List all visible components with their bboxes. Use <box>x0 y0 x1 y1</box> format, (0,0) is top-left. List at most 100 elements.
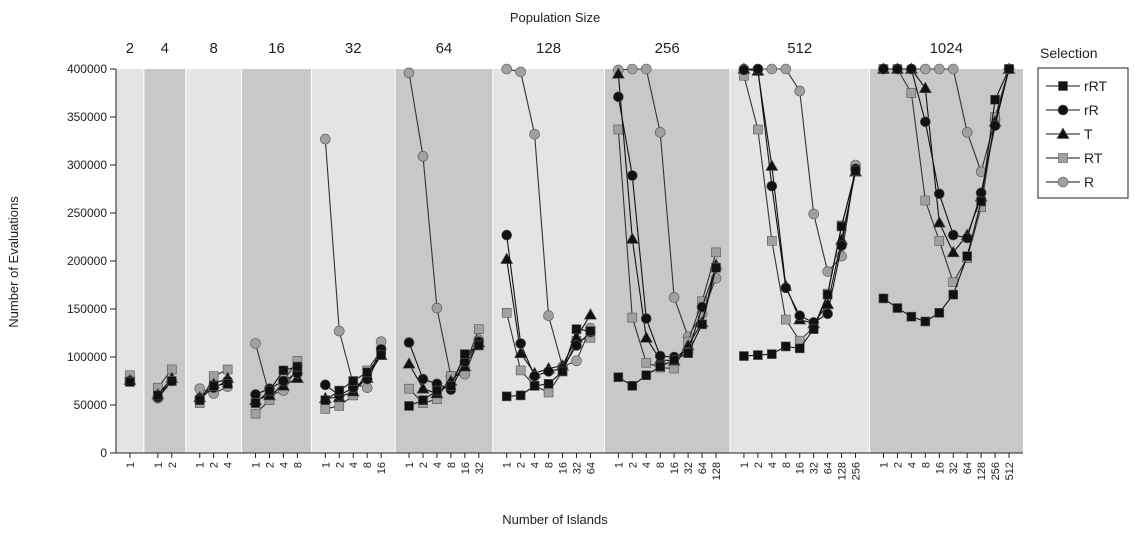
data-point-R <box>543 310 554 322</box>
data-point-RT <box>515 365 526 376</box>
data-point-rRT <box>878 293 889 304</box>
data-point-rR <box>892 63 903 75</box>
panel-bg-512 <box>729 69 870 453</box>
x-tick-label: 32 <box>474 462 486 474</box>
population-label: 2 <box>126 40 134 57</box>
population-label: 4 <box>161 40 169 57</box>
panel-bg-64 <box>395 69 493 453</box>
data-point-rR <box>501 229 513 241</box>
data-point-rRT <box>697 319 707 330</box>
population-label: 512 <box>787 40 812 57</box>
x-tick-label: 64 <box>823 462 835 474</box>
x-tick-label: 1 <box>878 462 890 468</box>
data-point-RT <box>473 324 484 334</box>
data-point-rR <box>613 91 624 103</box>
data-point-R <box>250 338 261 349</box>
data-point-R <box>920 63 931 75</box>
data-point-rR <box>278 375 289 387</box>
data-point-T <box>918 81 932 93</box>
data-point-rR <box>920 116 931 128</box>
data-point-rRT <box>641 370 652 381</box>
data-point-rRT <box>543 379 554 389</box>
x-tick-label: 8 <box>781 462 793 468</box>
data-point-R <box>571 355 582 367</box>
data-point-rR <box>836 240 847 251</box>
x-tick-label: 4 <box>223 462 235 468</box>
x-tick-label: 8 <box>920 462 932 468</box>
x-tick-label: 2 <box>753 462 765 468</box>
data-point-rR <box>571 340 582 351</box>
data-point-rRT <box>780 341 791 352</box>
x-tick-label: 32 <box>809 462 821 474</box>
top-axis-title: Population Size <box>510 10 600 25</box>
x-tick-label: 2 <box>264 462 276 468</box>
data-point-rRT <box>529 380 540 391</box>
data-point-rR <box>543 366 554 377</box>
series-rRT-pop-2 <box>125 377 135 387</box>
legend-item-R: R <box>1046 174 1094 190</box>
data-point-T <box>946 245 960 258</box>
data-point-rRT <box>655 361 666 372</box>
data-point-rRT <box>334 385 345 396</box>
data-point-T <box>583 308 597 320</box>
y-tick-label: 250000 <box>67 206 107 220</box>
data-point-RT <box>501 308 512 318</box>
series-line-rR <box>883 68 1010 239</box>
data-point-rRT <box>376 350 386 360</box>
data-point-rRT <box>962 251 972 261</box>
data-point-R <box>403 67 415 79</box>
series-rRT-pop-16 <box>250 361 303 408</box>
y-axis-title: Number of Evaluations <box>6 196 21 328</box>
y-tick-label: 0 <box>100 446 107 460</box>
series-line-rRT <box>255 366 298 404</box>
x-tick-label: 32 <box>683 462 695 474</box>
data-point-T <box>639 331 653 343</box>
data-point-T <box>514 346 528 358</box>
data-point-rR <box>696 301 708 313</box>
data-point-RT <box>780 314 791 325</box>
x-tick-label: 512 <box>1004 462 1016 480</box>
data-point-rRT <box>473 340 484 351</box>
data-point-R <box>780 63 792 75</box>
x-tick-label: 1 <box>153 462 165 468</box>
panel-bg-16 <box>241 69 312 453</box>
data-point-rRT <box>627 380 638 391</box>
data-point-rRT <box>264 385 275 396</box>
data-point-rR <box>878 63 889 75</box>
x-tick-label: 1 <box>739 462 751 468</box>
data-point-rR <box>975 187 987 199</box>
data-point-RT <box>320 404 331 414</box>
legend-label: R <box>1084 174 1094 190</box>
data-point-rR <box>794 310 806 322</box>
data-point-rRT <box>808 324 819 334</box>
panel-bg-256 <box>604 69 730 453</box>
data-point-rR <box>752 63 764 75</box>
legend-marker <box>1057 104 1069 116</box>
data-point-rRT <box>767 349 777 359</box>
data-point-rRT <box>222 379 233 389</box>
x-tick-label: 16 <box>376 462 388 474</box>
x-tick-label: 4 <box>641 462 653 468</box>
population-label: 64 <box>436 40 453 57</box>
data-point-rRT <box>1004 64 1014 74</box>
data-point-RT <box>906 88 917 98</box>
data-point-rR <box>738 64 750 76</box>
x-tick-label: 8 <box>292 462 304 468</box>
legend-marker <box>1058 153 1068 163</box>
data-point-rR <box>417 373 429 385</box>
data-point-T <box>402 357 416 369</box>
data-point-T <box>625 232 639 244</box>
axes <box>110 68 1023 458</box>
data-point-rRT <box>669 355 679 365</box>
series-rR-pop-512 <box>738 63 861 328</box>
x-tick-label: 2 <box>516 462 528 468</box>
x-tick-label: 1 <box>320 462 332 468</box>
data-point-rRT <box>753 350 763 360</box>
data-point-rRT <box>167 376 177 386</box>
legend-marker <box>1056 127 1070 139</box>
series-rRT-pop-128 <box>501 324 596 402</box>
x-tick-label: 256 <box>990 462 1002 480</box>
data-point-rR <box>780 282 792 294</box>
x-tick-label: 2 <box>167 462 179 468</box>
